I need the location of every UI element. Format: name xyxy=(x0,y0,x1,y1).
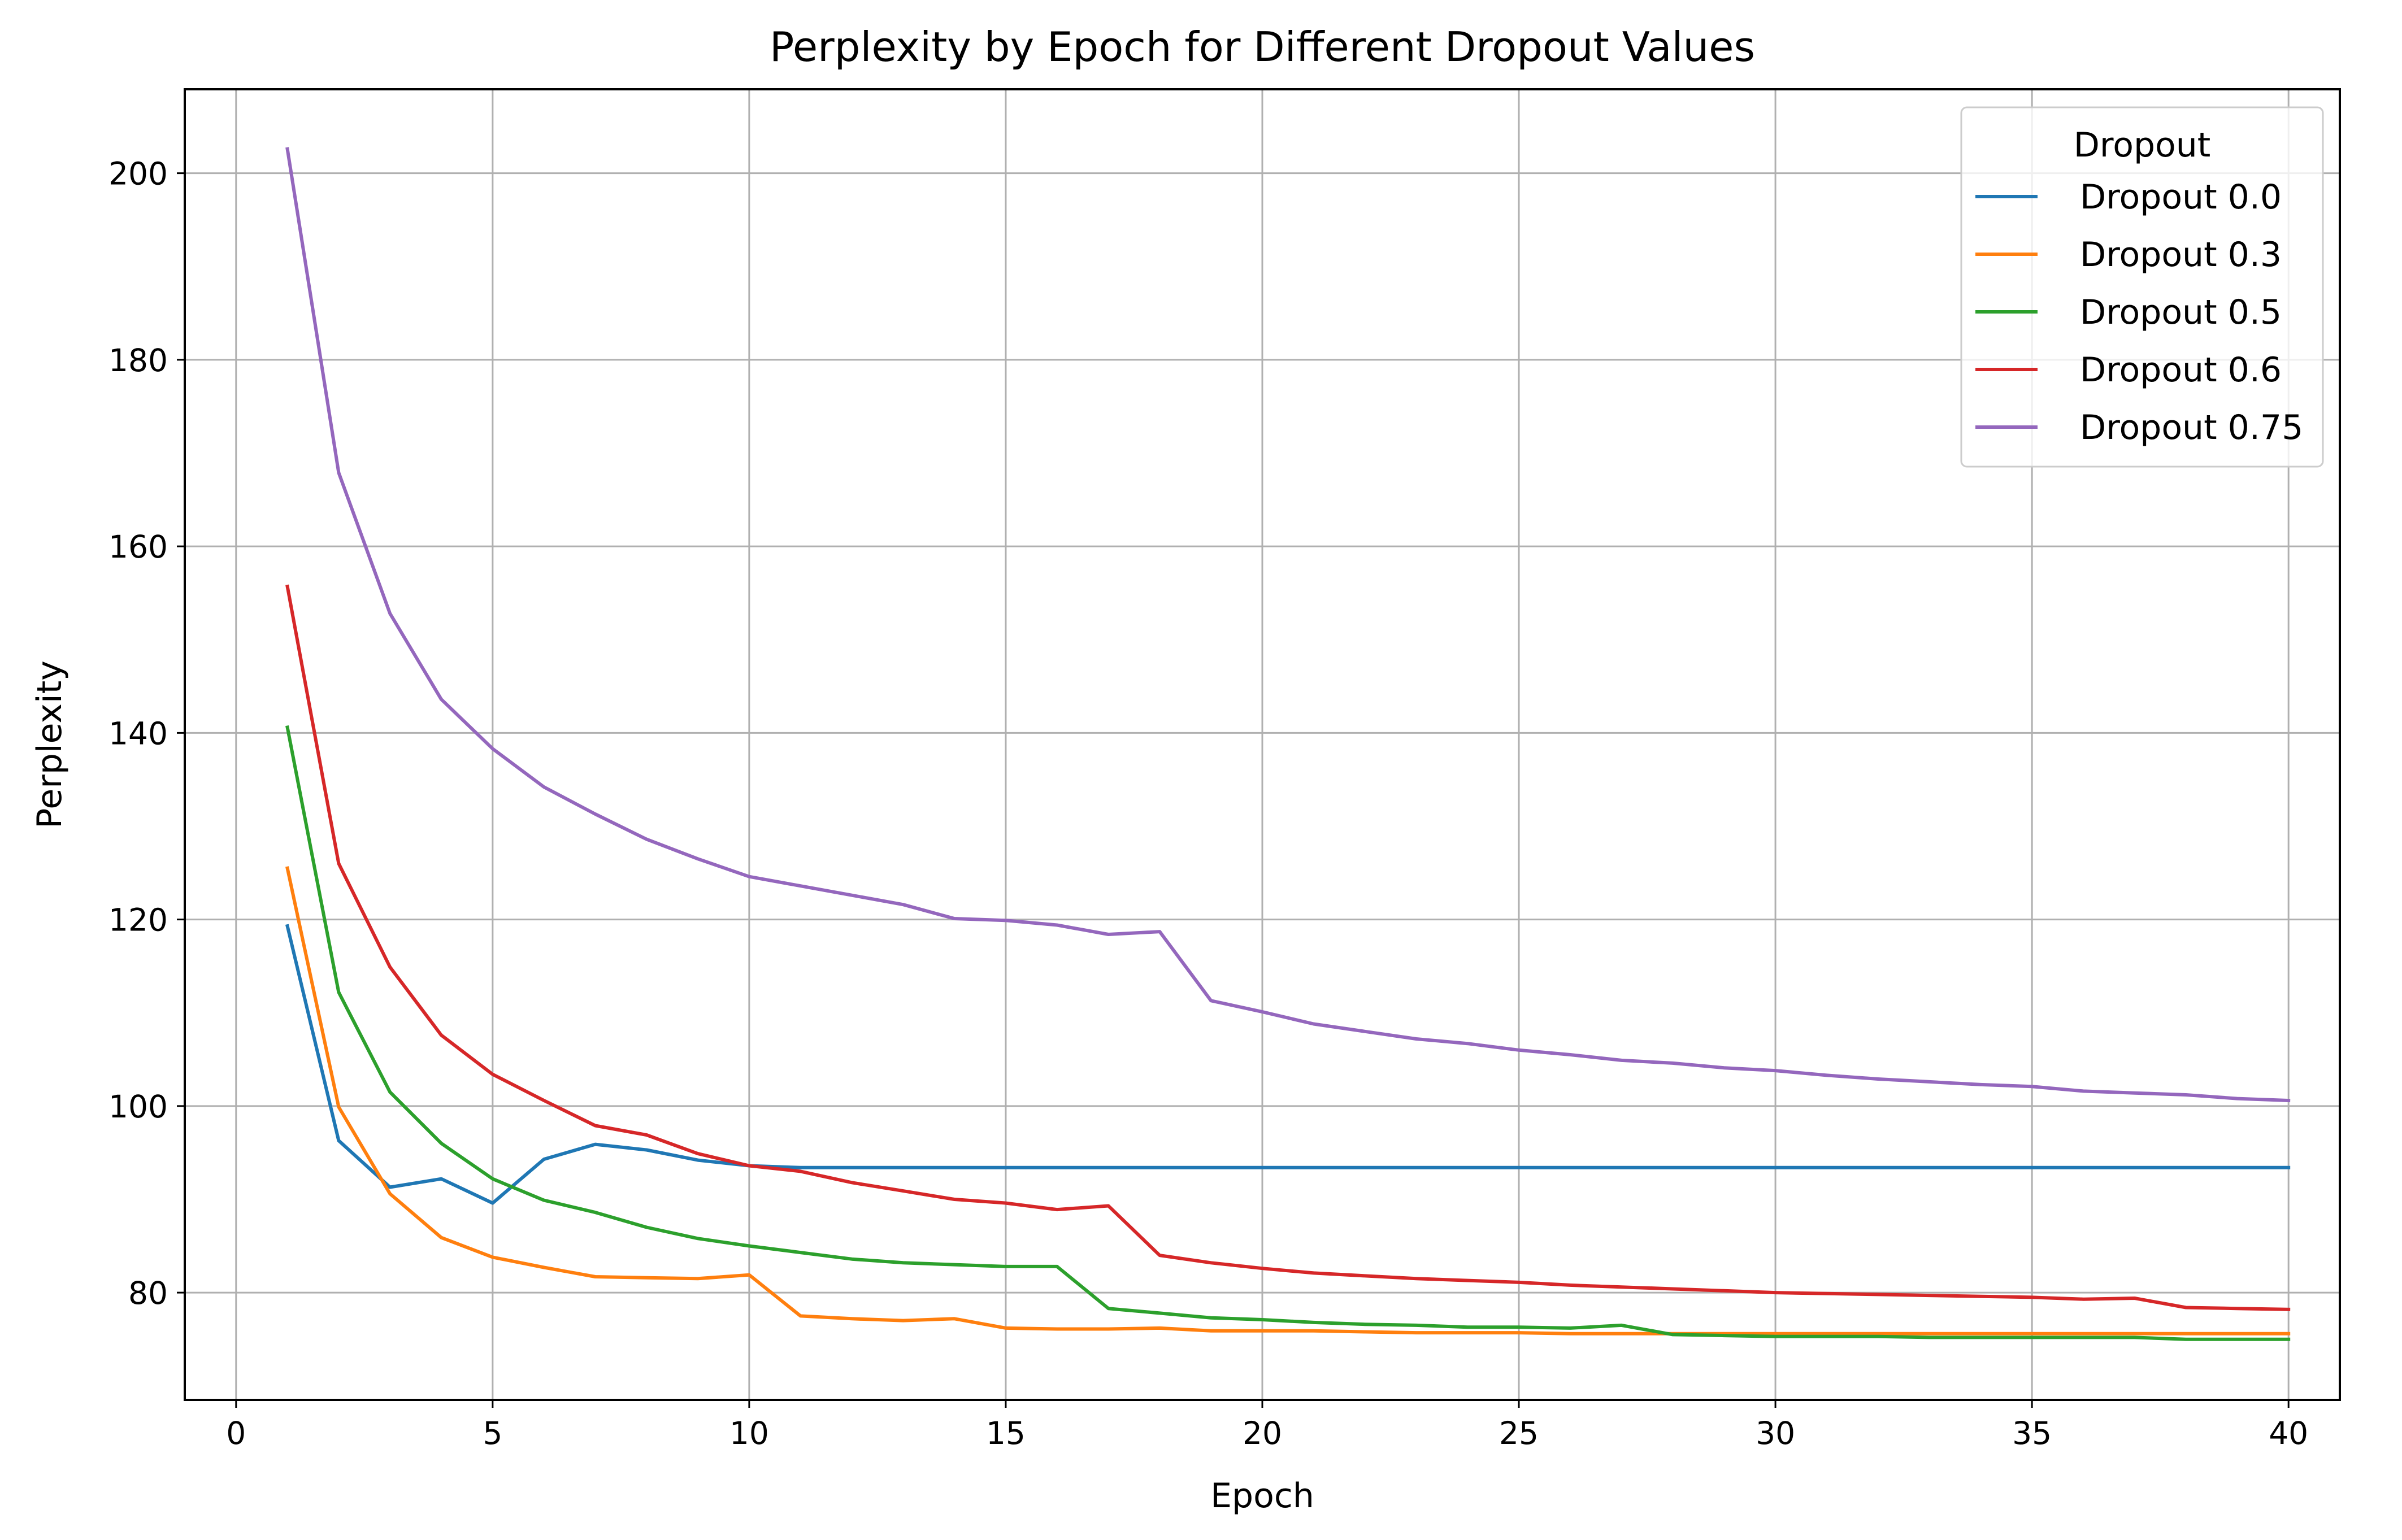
series-line xyxy=(285,725,2291,1341)
legend-label: Dropout 0.3 xyxy=(2080,235,2282,275)
series-line xyxy=(285,147,2291,1103)
y-tick-label: 200 xyxy=(108,156,168,192)
y-tick-label: 180 xyxy=(108,342,168,379)
x-tick-label: 25 xyxy=(1499,1415,1539,1451)
legend-box xyxy=(1960,106,2324,468)
series-line xyxy=(285,584,2291,1311)
y-tick-label: 160 xyxy=(108,529,168,565)
legend-label: Dropout 0.6 xyxy=(2080,350,2282,390)
legend-label: Dropout 0.5 xyxy=(2080,293,2282,332)
legend-label: Dropout 0.75 xyxy=(2080,408,2303,447)
y-axis-title: Perplexity xyxy=(30,660,70,828)
x-tick-label: 35 xyxy=(2012,1415,2052,1451)
legend-items: Dropout 0.0 Dropout 0.3 Dropout 0.5 Dropout… xyxy=(1975,177,2303,447)
x-tick-label: 40 xyxy=(2269,1415,2308,1451)
x-tick-label: 15 xyxy=(986,1415,1026,1451)
y-tick-label: 120 xyxy=(108,902,168,938)
series-line xyxy=(285,866,2291,1335)
axis-ticks: 0 5 10 15 20 25 30 35 40 80 100 120 140 160 180 200 xyxy=(108,156,2308,1451)
x-tick-label: 5 xyxy=(483,1415,502,1451)
x-tick-label: 0 xyxy=(226,1415,246,1451)
y-tick-label: 140 xyxy=(108,715,168,751)
x-tick-label: 30 xyxy=(1756,1415,1795,1451)
x-tick-label: 20 xyxy=(1243,1415,1282,1451)
legend-label: Dropout 0.0 xyxy=(2080,177,2282,217)
x-tick-label: 10 xyxy=(729,1415,769,1451)
y-tick-label: 80 xyxy=(128,1275,168,1311)
chart-title: Perplexity by Epoch for Different Dropou… xyxy=(770,23,1755,71)
series-line xyxy=(285,924,2291,1205)
legend-title: Dropout xyxy=(2074,125,2211,165)
y-tick-label: 100 xyxy=(108,1089,168,1125)
series-lines xyxy=(285,147,2291,1341)
x-axis-title: Epoch xyxy=(1210,1476,1314,1516)
